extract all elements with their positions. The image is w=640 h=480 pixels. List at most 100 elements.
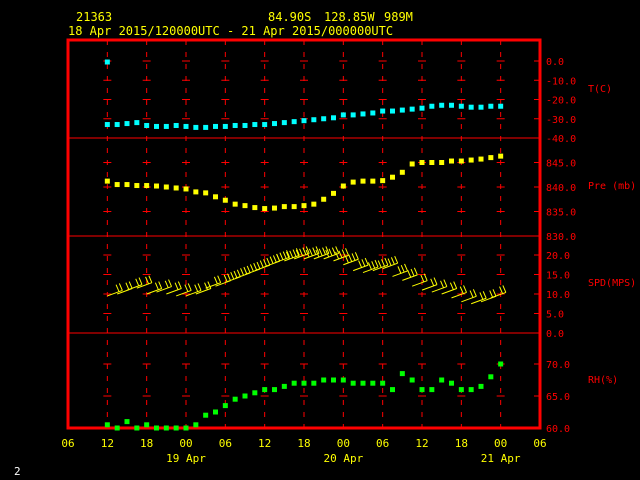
wind-barb-flag <box>499 286 504 294</box>
panel-label: SPD(MPS) <box>588 278 636 289</box>
panel-label: RH(%) <box>588 375 618 386</box>
humidity-point <box>429 387 435 393</box>
wind-barb <box>195 281 212 295</box>
temperature-point <box>390 108 395 114</box>
wind-barb-flag <box>295 249 300 258</box>
humidity-point <box>458 387 464 393</box>
wind-barb-flag <box>430 278 435 287</box>
wind-barb-flag <box>420 274 425 283</box>
humidity-point <box>281 383 287 389</box>
x-tick-label: 06 <box>533 437 546 450</box>
humidity-point <box>478 383 484 389</box>
temperature-point <box>311 117 317 123</box>
panel-label: T(C) <box>588 84 612 95</box>
wind-barb-flag <box>263 259 268 267</box>
humidity-point <box>380 380 386 386</box>
temperature-point <box>124 121 130 127</box>
wind-barb-flag <box>312 247 317 255</box>
humidity-point <box>291 380 297 386</box>
y-tick-label: 20.0 <box>546 251 570 262</box>
wind-barb-staff <box>146 288 162 295</box>
wind-barb-staff <box>451 291 467 299</box>
plot-frame <box>66 38 542 430</box>
wind-barb-flag <box>381 259 386 267</box>
wind-barb-flag <box>322 247 327 255</box>
temperature-point <box>399 107 405 113</box>
humidity-point <box>242 393 248 399</box>
pressure-point <box>104 178 110 184</box>
temperature-point <box>321 116 327 122</box>
wind-barb-flag <box>384 257 389 266</box>
humidity-point <box>370 380 376 386</box>
wind-barb-flag <box>335 251 340 260</box>
humidity-point <box>203 412 209 418</box>
y-tick-label: 830.0 <box>546 232 576 243</box>
wind-barb-flag <box>328 248 333 257</box>
wind-barb-staff <box>421 284 438 291</box>
temperature-point <box>213 123 218 129</box>
wind-barb-flag <box>404 263 408 272</box>
temperature-point <box>252 122 258 128</box>
temperature-point <box>203 124 209 130</box>
y-tick-label: 60.0 <box>546 424 570 435</box>
wind-barb-flag <box>282 251 287 259</box>
wind-barb-flag <box>469 290 474 298</box>
y-tick-label: 65.0 <box>546 392 570 403</box>
wind-barb-staff <box>362 266 379 274</box>
y-tick-label: 0.0 <box>546 329 564 340</box>
pressure-point <box>478 156 484 162</box>
wind-barb-flag <box>433 277 438 285</box>
data-layer <box>104 59 507 431</box>
temperature-point <box>380 108 386 114</box>
wind-barb-staff <box>461 295 477 303</box>
wind-barb-flag <box>289 250 294 258</box>
wind-barb-flag <box>148 275 153 283</box>
wind-barb-flag <box>154 282 159 290</box>
x-tick-label: 18 <box>140 437 153 450</box>
y-tick-label: 835.0 <box>546 208 576 219</box>
humidity-point <box>154 425 159 431</box>
pressure-point <box>439 160 445 165</box>
temperature-point <box>429 103 435 109</box>
wind-barb <box>274 250 290 264</box>
wind-barb-flag <box>246 265 251 274</box>
temperature-point <box>350 112 356 118</box>
pressure-point <box>311 201 317 207</box>
wind-barb-flag <box>299 248 304 257</box>
wind-barb <box>156 279 172 293</box>
wind-barb-staff <box>205 282 221 289</box>
pressure-point <box>291 204 297 210</box>
y-tick-label: 70.0 <box>546 360 570 371</box>
wind-barb-staff <box>402 274 418 281</box>
wind-barb-flag <box>279 252 284 260</box>
wind-barb <box>175 283 192 297</box>
x-tick-label: 18 <box>455 437 468 450</box>
wind-barb-flag <box>177 281 182 289</box>
wind-barb-staff <box>195 288 212 295</box>
wind-barb-staff <box>284 254 300 262</box>
station-lat: 84.90S <box>268 10 311 24</box>
temperature-point <box>134 120 140 126</box>
humidity-point <box>419 387 425 393</box>
pressure-point <box>360 178 366 184</box>
wind-barb <box>284 248 300 262</box>
wind-barb-flag <box>118 283 123 291</box>
wind-barb-staff <box>166 288 182 295</box>
humidity-point <box>173 425 179 431</box>
wind-barb <box>313 246 330 260</box>
humidity-point <box>232 396 238 402</box>
wind-barb <box>107 283 123 297</box>
x-tick-label: 12 <box>101 437 114 450</box>
wind-barb-flag <box>364 257 369 266</box>
wind-barb <box>166 281 182 295</box>
wind-barb-flag <box>204 282 209 290</box>
temperature-point <box>163 123 169 129</box>
wind-barb <box>205 275 222 289</box>
pressure-point <box>488 155 494 161</box>
wind-barb <box>254 257 271 272</box>
wind-barb-flag <box>295 248 300 256</box>
wind-barb <box>293 246 310 260</box>
y-tick-label: 840.0 <box>546 183 576 194</box>
wind-barb-flag <box>377 260 382 268</box>
